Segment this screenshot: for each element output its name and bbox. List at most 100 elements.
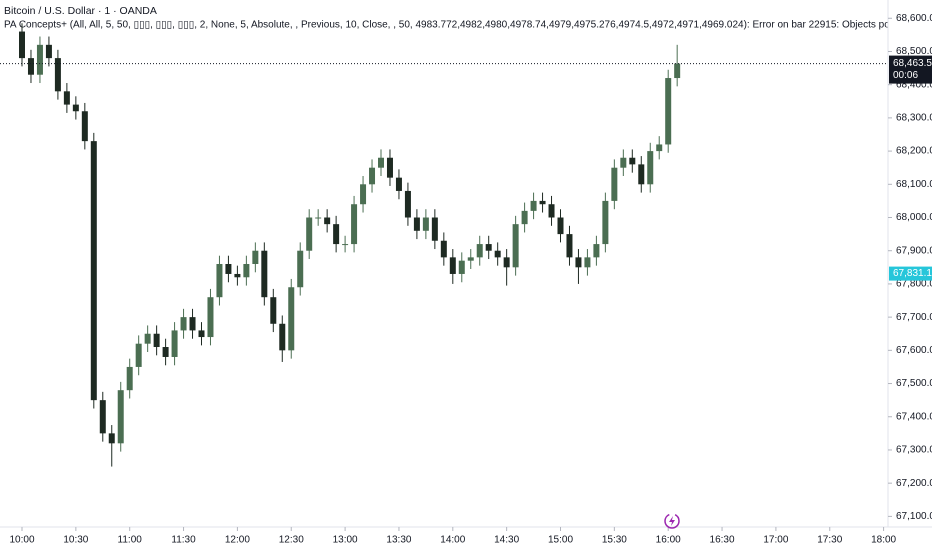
candle-body [297,250,304,288]
x-tick-label: 13:30 [386,535,411,546]
x-tick-label: 14:30 [494,535,519,546]
candle-body [72,104,79,112]
candle-body [153,333,160,348]
y-tick-label: 68,100.0 [896,179,932,190]
candle-body [674,63,681,79]
candle-body [54,58,61,92]
marker-tag-label: 67,831.1 [893,268,932,279]
y-tick-label: 68,000.0 [896,212,932,223]
x-tick-label: 10:00 [9,535,34,546]
x-tick-label: 12:00 [225,535,250,546]
x-tick-label: 14:00 [440,535,465,546]
candle-body [440,240,447,258]
candle-body [333,224,340,245]
candle-body [557,217,564,235]
x-tick-label: 15:30 [602,535,627,546]
candle-body [288,287,295,351]
candle-body [19,31,25,59]
candle-body [315,217,322,219]
candle-body [216,263,223,298]
candle-body [324,217,331,225]
candle-body [485,244,492,251]
price-tag [889,55,932,84]
price-tag-label: 68,463.5 [893,58,932,69]
candle-body [386,157,393,178]
candle-body [548,204,555,218]
x-tick-label: 17:30 [817,535,842,546]
candle-body [225,263,232,274]
candle-body [566,234,573,258]
candle-body [144,333,151,344]
candle-body [369,167,376,185]
candle-body [656,144,663,152]
candle-body [198,330,205,338]
candle-body [189,317,196,331]
candle-body [252,250,259,264]
candle-body [378,157,384,168]
time-axis-background [0,527,932,550]
candle-body [270,297,277,324]
candle-body [611,167,618,201]
x-tick-label: 11:00 [118,535,143,546]
y-tick-label: 67,600.0 [896,345,932,356]
candle-body [351,204,358,245]
y-tick-label: 67,300.0 [896,445,932,456]
candle-body [81,111,88,142]
candle-body [126,366,133,391]
x-tick-label: 17:00 [763,535,788,546]
candle-body [422,217,429,231]
y-tick-label: 67,400.0 [896,411,932,422]
candle-body [629,157,636,165]
candle-body [647,151,654,185]
x-tick-label: 11:30 [171,535,196,546]
candle-body [279,323,286,351]
candle-body [404,190,411,218]
x-tick-label: 15:00 [548,535,573,546]
candle-body [162,347,169,357]
y-tick-label: 68,400.0 [896,79,932,90]
candle-body [171,330,178,357]
x-tick-label: 16:00 [656,535,681,546]
y-tick-label: 67,900.0 [896,245,932,256]
y-tick-label: 68,600.0 [896,13,932,24]
candle-body [620,157,627,168]
candle-body [234,273,241,278]
candle-body [360,184,367,205]
app-logo[interactable] [664,513,680,529]
x-tick-label: 12:30 [279,535,304,546]
candle-body [638,164,645,185]
x-tick-label: 13:00 [333,535,358,546]
y-tick-label: 68,300.0 [896,113,932,124]
y-tick-label: 68,500.0 [896,46,932,57]
logo-ring [664,513,680,529]
candle-body [602,200,609,245]
candle-body [449,257,456,274]
y-tick-label: 67,700.0 [896,312,932,323]
candle-body [90,141,97,401]
y-tick-label: 67,200.0 [896,478,932,489]
candle-body [575,257,582,268]
candle-body [27,58,34,75]
x-tick-label: 18:00 [871,535,896,546]
candle-body [243,263,250,278]
candle-body [593,244,600,258]
y-tick-label: 67,500.0 [896,378,932,389]
candle-body [476,244,483,258]
candle-body [63,91,70,105]
indicator-status: PA Concepts+ (All, All, 5, 50, ▯▯▯, ▯▯▯,… [4,20,932,31]
candle-body [342,244,349,246]
candle-body [207,297,214,338]
price-tag-countdown: 00:06 [893,70,918,81]
candle-body [539,200,546,205]
plot-area: Bitcoin / U.S. Dollar · 1 · OANDA PA Con… [0,5,932,467]
x-tick-label: 16:30 [710,535,735,546]
candle-body [395,177,402,191]
chart-title: Bitcoin / U.S. Dollar · 1 · OANDA [4,5,157,17]
candle-body [512,224,519,268]
y-tick-label: 68,200.0 [896,146,932,157]
candle-body [261,250,268,298]
candle-body [306,217,313,251]
